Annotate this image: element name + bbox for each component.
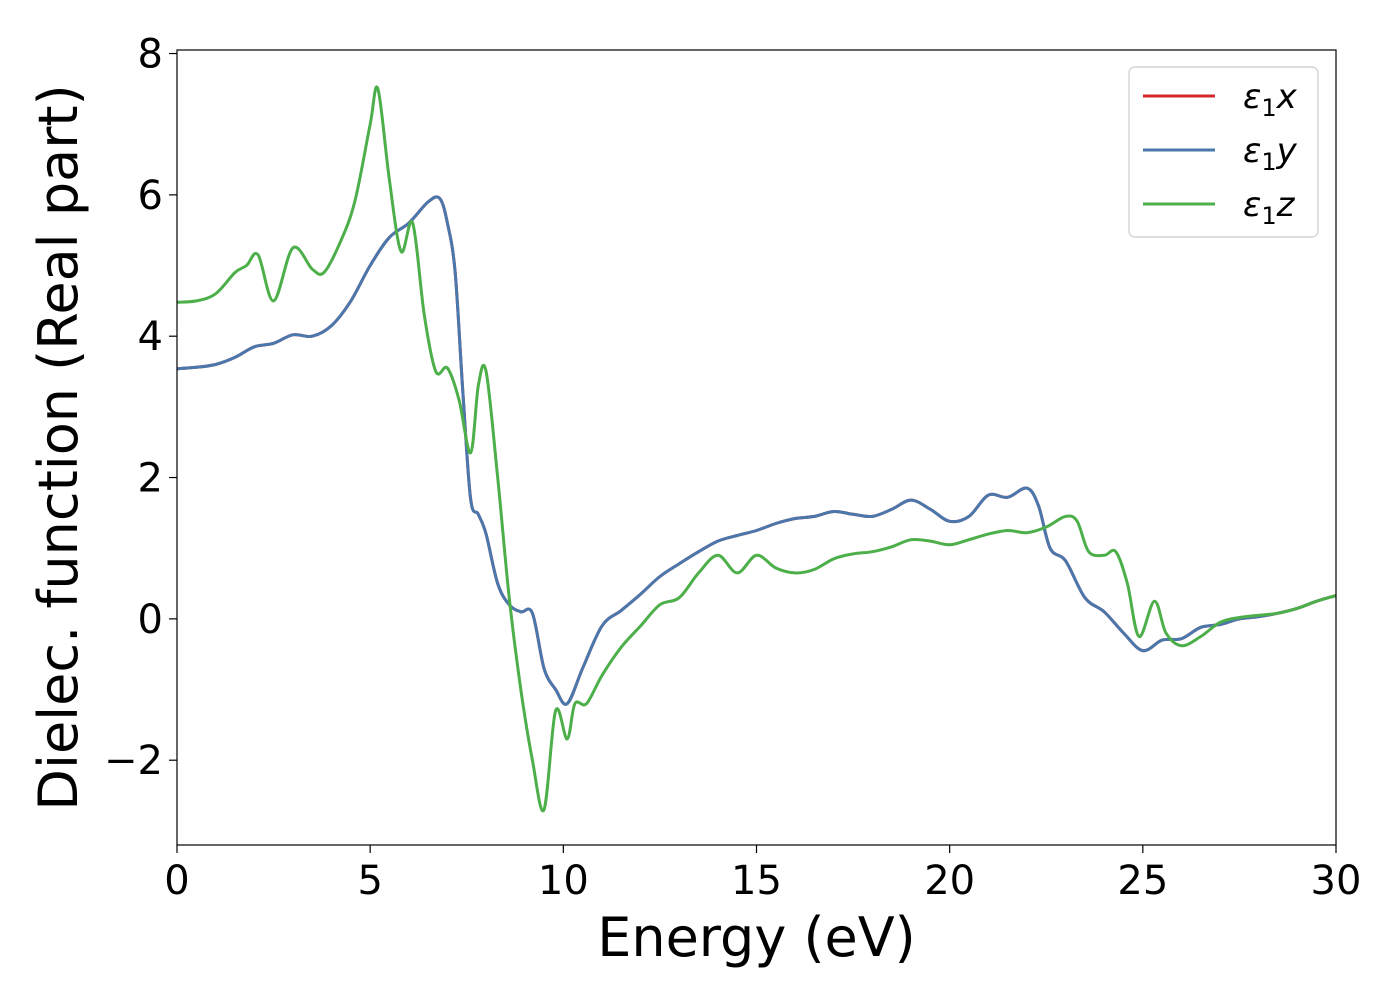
- y-tick-label: 2: [138, 456, 163, 502]
- y-tick-label: 0: [138, 597, 163, 643]
- x-tick-label: 5: [357, 858, 382, 904]
- x-axis-ticks: 0 5 10 15 20 25 30: [164, 845, 1361, 904]
- x-axis-label: Energy (eV): [597, 906, 916, 969]
- series-layer: [177, 85, 1336, 813]
- x-tick-label: 20: [924, 858, 975, 904]
- y-axis-ticks: −2 0 2 4 6 8: [104, 32, 177, 784]
- y-tick-label: 6: [138, 173, 163, 219]
- x-tick-label: 0: [164, 858, 189, 904]
- y-tick-label: −2: [104, 738, 163, 784]
- x-tick-label: 15: [731, 858, 782, 904]
- series-line-x: [177, 195, 1336, 706]
- series-line-y: [177, 195, 1336, 706]
- legend-label-z: ε1z: [1243, 185, 1296, 230]
- legend-label-y: ε1y: [1243, 131, 1298, 176]
- legend: ε1x ε1y ε1z: [1128, 66, 1319, 238]
- x-tick-label: 25: [1117, 858, 1168, 904]
- series-line-z: [177, 85, 1336, 813]
- y-axis-label: Dielec. function (Real part): [27, 84, 90, 810]
- x-tick-label: 10: [538, 858, 589, 904]
- x-tick-label: 30: [1311, 858, 1362, 904]
- y-tick-label: 4: [138, 314, 163, 360]
- legend-box: [1128, 66, 1319, 238]
- y-tick-label: 8: [138, 32, 163, 78]
- legend-label-x: ε1x: [1243, 77, 1298, 122]
